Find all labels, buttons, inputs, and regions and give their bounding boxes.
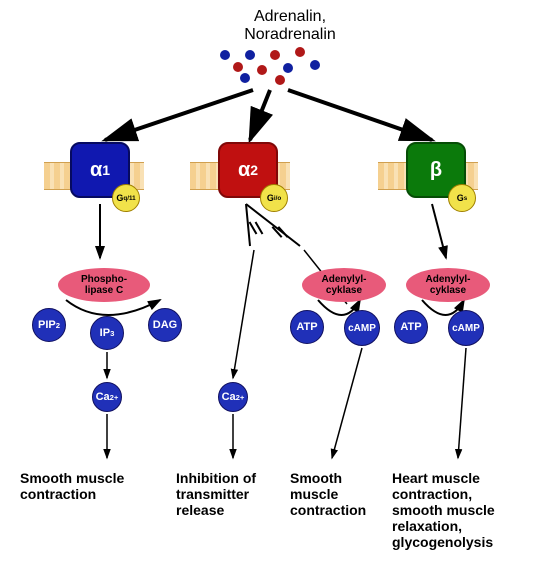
molecule-ip3: IP3 [90, 316, 124, 350]
molecule-pip2: PIP2 [32, 308, 66, 342]
ligand-dot [245, 50, 255, 60]
title: Adrenalin,Noradrenalin [200, 8, 380, 44]
arrow [432, 204, 446, 258]
enzyme-ac2: Adenylyl-cyklase [302, 268, 386, 302]
ligand-dot [310, 60, 320, 70]
ligand-dot [283, 63, 293, 73]
arrow [246, 204, 250, 246]
molecule-camp2: cAMP [344, 310, 380, 346]
arrow [288, 90, 432, 140]
title-line2: Noradrenalin [200, 26, 380, 44]
ligand-dot [295, 47, 305, 57]
gprotein-alpha1: Gq/11 [112, 184, 140, 212]
enzyme-plc: Phospho-lipase C [58, 268, 150, 302]
outcome-alpha2_camp: Smooth muscle contraction [290, 470, 380, 518]
arrow [233, 250, 254, 378]
ligand-dot [240, 73, 250, 83]
inhibition-mark [250, 222, 257, 234]
inhibition-mark [256, 222, 263, 234]
molecule-campb: cAMP [448, 310, 484, 346]
enzyme-acb: Adenylyl-cyklase [406, 268, 490, 302]
inhibition-mark [278, 227, 287, 237]
arrow [66, 300, 160, 315]
gprotein-alpha2: Gi/o [260, 184, 288, 212]
outcome-alpha2_ca: Inhibition of transmitter release [176, 470, 276, 518]
title-line1: Adrenalin, [200, 8, 380, 26]
molecule-atpb: ATP [394, 310, 428, 344]
gprotein-beta: Gs [448, 184, 476, 212]
ligand-dot [220, 50, 230, 60]
arrow [105, 90, 253, 140]
molecule-atp2: ATP [290, 310, 324, 344]
outcome-alpha1: Smooth muscle contraction [20, 470, 160, 502]
ligand-dot [275, 75, 285, 85]
arrow [250, 90, 270, 140]
outcome-beta: Heart muscle contraction, smooth muscle … [392, 470, 532, 550]
molecule-dag: DAG [148, 308, 182, 342]
arrow [332, 348, 362, 458]
ligand-dot [233, 62, 243, 72]
ligand-dot [270, 50, 280, 60]
arrow [458, 348, 466, 458]
ligand-dot [257, 65, 267, 75]
inhibition-mark [272, 227, 281, 237]
molecule-ca1: Ca2+ [92, 382, 122, 412]
molecule-ca2: Ca2+ [218, 382, 248, 412]
